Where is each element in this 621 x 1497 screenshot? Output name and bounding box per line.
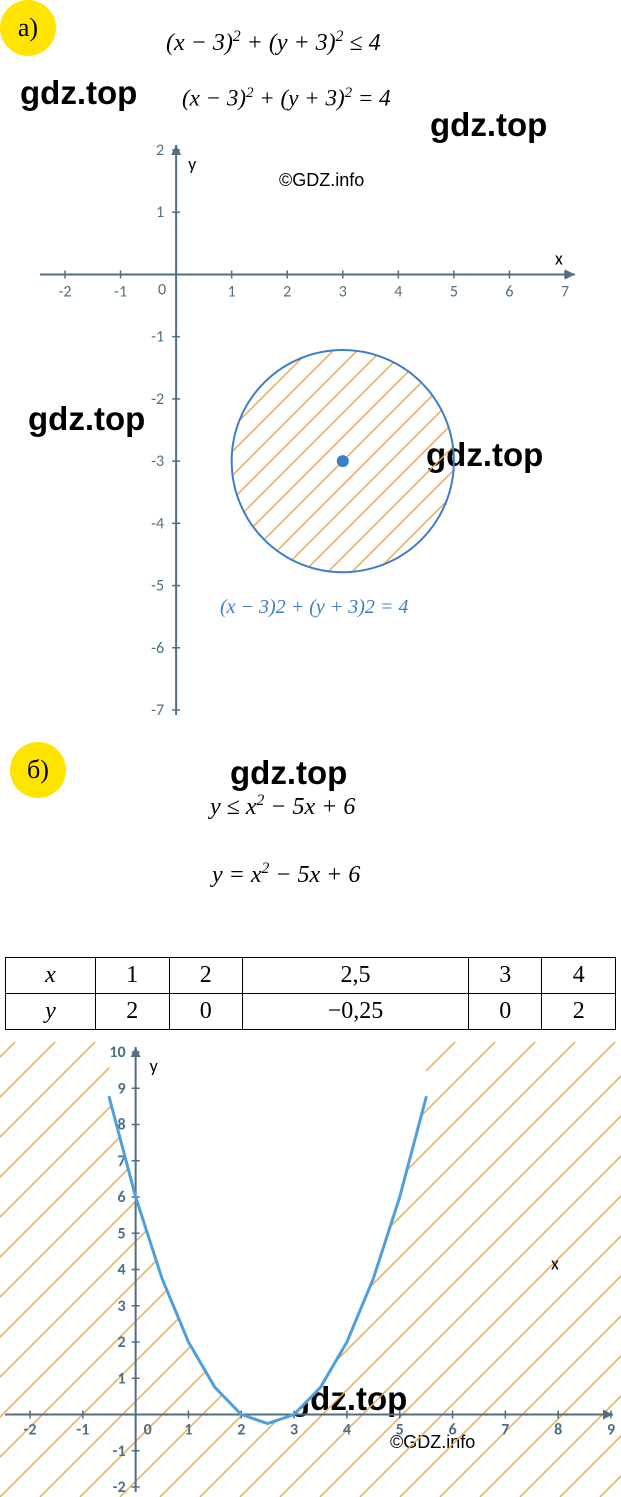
section-a: а) (x − 3)2 + (y + 3)2 ≤ 4 gdz.top (x − … <box>0 0 621 742</box>
svg-text:-1: -1 <box>76 1421 89 1440</box>
svg-text:-7: -7 <box>151 701 164 720</box>
svg-text:0: 0 <box>144 1421 152 1440</box>
svg-text:y: y <box>188 153 197 175</box>
badge-b-label: б) <box>27 755 49 785</box>
watermark-a-1: gdz.top <box>20 74 137 112</box>
svg-text:y: y <box>150 1055 159 1077</box>
svg-text:-1: -1 <box>151 328 164 347</box>
table-cell: 4 <box>542 958 616 994</box>
svg-text:-2: -2 <box>23 1421 36 1440</box>
svg-text:5: 5 <box>396 1421 404 1440</box>
svg-text:1: 1 <box>156 203 164 222</box>
inequality-a: (x − 3)2 + (y + 3)2 ≤ 4 <box>166 28 381 57</box>
badge-a: а) <box>0 0 56 56</box>
table-cell: 2,5 <box>243 958 469 994</box>
svg-text:1: 1 <box>228 282 236 301</box>
svg-text:3: 3 <box>118 1297 126 1316</box>
table-cell: 3 <box>468 958 542 994</box>
svg-text:-5: -5 <box>151 577 164 596</box>
svg-text:-1: -1 <box>114 282 127 301</box>
table-cell: −0,25 <box>243 994 469 1030</box>
table-b: x122,534y20−0,2502 <box>5 957 616 1030</box>
svg-text:1: 1 <box>184 1421 192 1440</box>
svg-text:6: 6 <box>448 1421 456 1440</box>
chart-a: -2 -1 1 2 3 4 5 6 7 -7 -6 -5 -4 -3 -2 -1 1 2 0 x y <box>25 140 580 720</box>
svg-text:5: 5 <box>450 282 458 301</box>
svg-text:8: 8 <box>554 1421 562 1440</box>
equation-b: y = x2 − 5x + 6 <box>212 860 360 889</box>
svg-text:4: 4 <box>343 1421 351 1440</box>
svg-text:-4: -4 <box>151 514 164 533</box>
svg-text:x: x <box>551 1253 559 1275</box>
svg-text:-3: -3 <box>151 452 164 471</box>
table-row: y20−0,2502 <box>6 994 616 1030</box>
svg-text:0: 0 <box>158 280 166 299</box>
section-b: б) gdz.top y ≤ x2 − 5x + 6 y = x2 − 5x +… <box>0 742 621 1497</box>
table-cell: 2 <box>96 994 170 1030</box>
svg-text:5: 5 <box>118 1224 126 1243</box>
svg-text:2: 2 <box>118 1333 126 1352</box>
table-cell: 1 <box>96 958 170 994</box>
svg-text:10: 10 <box>109 1043 125 1062</box>
svg-text:6: 6 <box>118 1188 126 1207</box>
table-cell: y <box>6 994 96 1030</box>
svg-text:3: 3 <box>290 1421 298 1440</box>
svg-text:-2: -2 <box>151 390 164 409</box>
table-cell: 2 <box>169 958 243 994</box>
svg-text:-6: -6 <box>151 639 164 658</box>
inequality-b: y ≤ x2 − 5x + 6 <box>210 792 355 821</box>
chart-b: -2-10123456789-2-112345678910xy <box>0 1042 621 1497</box>
table-row: x122,534 <box>6 958 616 994</box>
svg-text:7: 7 <box>501 1421 509 1440</box>
svg-text:2: 2 <box>156 141 164 160</box>
table-cell: 2 <box>542 994 616 1030</box>
svg-text:3: 3 <box>339 282 347 301</box>
curve-label-a: (x − 3)2 + (y + 3)2 = 4 <box>220 596 408 619</box>
svg-text:x: x <box>555 247 563 269</box>
svg-text:6: 6 <box>505 282 513 301</box>
svg-text:-2: -2 <box>58 282 71 301</box>
table-cell: 0 <box>169 994 243 1030</box>
svg-text:-2: -2 <box>113 1478 126 1497</box>
watermark-b-1: gdz.top <box>230 754 347 792</box>
svg-text:2: 2 <box>283 282 291 301</box>
svg-text:4: 4 <box>394 282 402 301</box>
table-cell: x <box>6 958 96 994</box>
svg-text:9: 9 <box>118 1079 126 1098</box>
table-cell: 0 <box>468 994 542 1030</box>
equation-a: (x − 3)2 + (y + 3)2 = 4 <box>182 85 391 112</box>
badge-a-label: а) <box>18 13 38 43</box>
svg-text:2: 2 <box>237 1421 245 1440</box>
svg-text:9: 9 <box>607 1421 615 1440</box>
svg-text:7: 7 <box>561 282 569 301</box>
badge-b: б) <box>10 742 66 798</box>
svg-text:1: 1 <box>118 1369 126 1388</box>
svg-text:4: 4 <box>118 1261 126 1280</box>
svg-text:-1: -1 <box>113 1442 126 1461</box>
watermark-a-2: gdz.top <box>430 106 547 144</box>
